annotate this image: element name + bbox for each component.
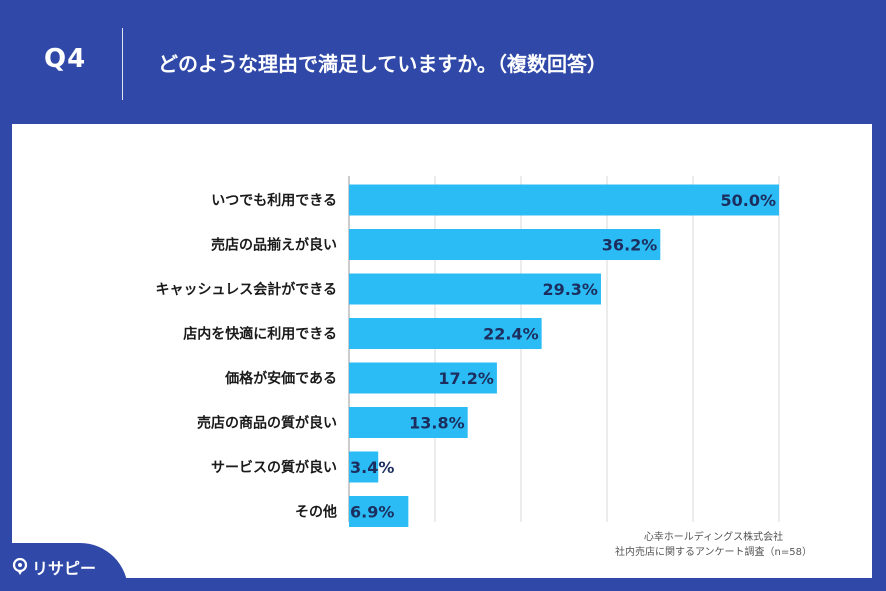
brand-logo: リサピー xyxy=(12,555,96,579)
bar-chart: いつでも利用できる 50.0% 売店の品揃えが良い 36.2% キャッシュレス会計ができ… xyxy=(156,176,780,527)
logo-text: リサピー xyxy=(32,559,97,578)
bar xyxy=(349,451,379,483)
bar xyxy=(349,229,661,260)
data-label: 29.3% xyxy=(542,280,598,299)
data-label: 13.8% xyxy=(409,414,465,433)
category-label: いつでも利用できる xyxy=(211,192,337,209)
data-label: 17.2% xyxy=(438,369,494,388)
category-label: 売店の商品の質が良い xyxy=(197,415,337,432)
data-label: 22.4% xyxy=(483,325,539,344)
data-label: 3.4% xyxy=(350,458,394,477)
bar xyxy=(349,407,468,438)
data-label: 36.2% xyxy=(602,236,658,255)
chart-card: いつでも利用できる 50.0% 売店の品揃えが良い 36.2% キャッシュレス会計ができ… xyxy=(12,124,872,578)
logo-corner xyxy=(0,543,128,591)
question-title: どのような理由で満足していますか。（複数回答） xyxy=(158,52,607,76)
bar xyxy=(349,362,497,394)
category-label: 売店の品揃えが良い xyxy=(211,237,337,254)
source-note: 心幸ホールディングス株式会社 社内売店に関するアンケート調査（n=58） xyxy=(615,530,812,560)
bar xyxy=(349,184,779,216)
header-divider xyxy=(122,28,123,100)
source-survey: 社内売店に関するアンケート調査（n=58） xyxy=(614,547,812,558)
source-company: 心幸ホールディングス株式会社 xyxy=(643,532,784,543)
bar xyxy=(349,496,409,527)
category-label: 店内を快適に利用できる xyxy=(183,326,337,343)
data-label: 6.9% xyxy=(350,503,394,522)
bar xyxy=(349,273,601,305)
category-label: 価格が安価である xyxy=(224,370,337,387)
data-label: 50.0% xyxy=(720,191,776,210)
category-label: サービスの質が良い xyxy=(211,459,337,476)
question-number: Q4 xyxy=(44,44,87,74)
category-label: キャッシュレス会計ができる xyxy=(156,281,337,298)
header: Q4 どのような理由で満足していますか。（複数回答） xyxy=(0,0,886,118)
bar xyxy=(349,318,542,349)
category-label: その他 xyxy=(295,504,337,521)
pin-icon xyxy=(12,558,28,575)
